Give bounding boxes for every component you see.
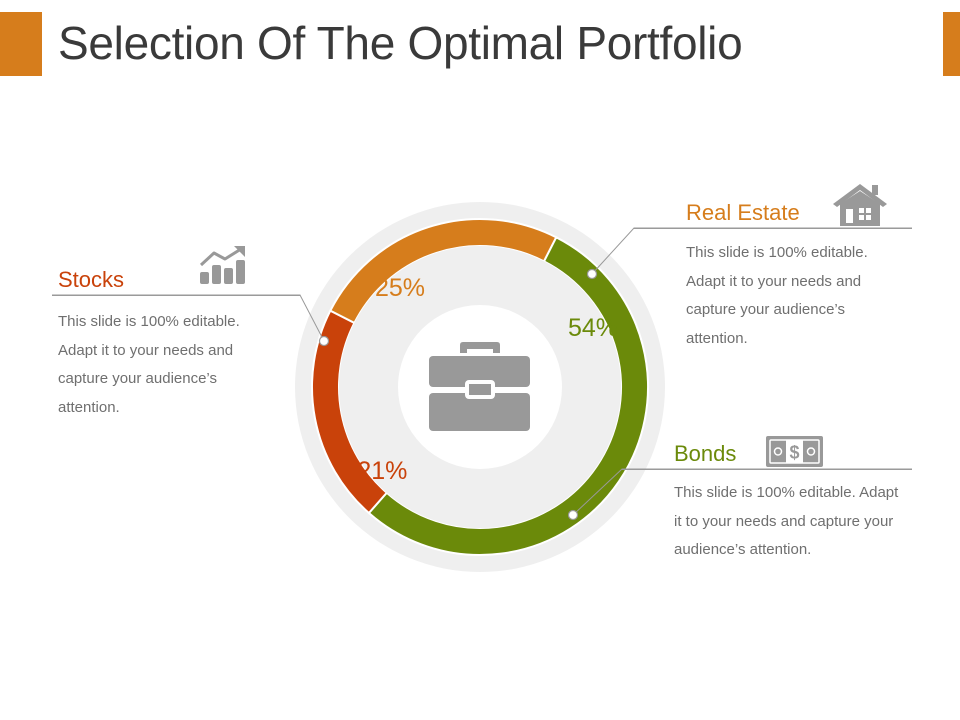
real-estate-divider [634, 228, 912, 229]
money-bill-icon: $ [766, 436, 823, 467]
page-title: Selection Of The Optimal Portfolio [58, 17, 743, 69]
real-estate-heading: Real Estate [686, 200, 800, 225]
stocks-text-line: Adapt it to your needs and [58, 341, 234, 359]
bonds-text-line: audience’s attention. [674, 541, 812, 558]
svg-text:$: $ [789, 443, 799, 463]
stocks-text-line: capture your audience’s [58, 370, 217, 387]
house-icon [833, 184, 887, 226]
real-estate-text-line: capture your audience’s [686, 301, 845, 318]
growth-chart-icon [199, 246, 245, 284]
label-stocks-pct: 21% [357, 457, 407, 485]
bonds-heading: Bonds [674, 441, 737, 466]
bonds-divider [622, 469, 912, 470]
real-estate-description: This slide is 100% editable. Adapt it to… [686, 239, 912, 353]
bonds-description: This slide is 100% editable. Adapt it to… [674, 479, 924, 565]
real-estate-text-line: Adapt it to your needs and [686, 272, 862, 290]
marker-bonds [567, 509, 579, 521]
bonds-text-line: This slide is 100% editable. Adapt [674, 484, 899, 501]
real-estate-text-line: attention. [686, 329, 748, 347]
stocks-description: This slide is 100% editable. Adapt it to… [58, 308, 298, 422]
real-estate-text-line: This slide is 100% editable. [686, 244, 868, 261]
briefcase-icon [429, 342, 530, 431]
label-real-estate-pct: 25% [375, 274, 425, 302]
title-accent-right [943, 12, 960, 76]
bonds-text-line: it to your needs and capture your [674, 512, 894, 530]
marker-real-estate [586, 268, 598, 280]
label-bonds-pct: 54% [568, 314, 618, 342]
stocks-divider [52, 295, 300, 296]
title-accent-left [0, 12, 42, 76]
stocks-heading: Stocks [58, 267, 125, 292]
marker-stocks [318, 335, 330, 347]
stocks-text-line: This slide is 100% editable. [58, 313, 240, 330]
stocks-text-line: attention. [58, 398, 120, 416]
